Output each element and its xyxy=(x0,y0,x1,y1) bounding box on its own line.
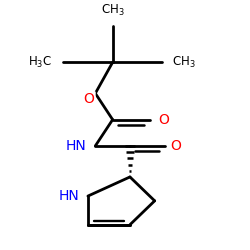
Text: O: O xyxy=(158,113,169,127)
Text: O: O xyxy=(171,139,181,153)
Text: CH$_3$: CH$_3$ xyxy=(101,3,124,18)
Text: HN: HN xyxy=(66,139,87,153)
Text: HN: HN xyxy=(58,189,79,203)
Text: H$_3$C: H$_3$C xyxy=(28,55,52,70)
Text: CH$_3$: CH$_3$ xyxy=(172,55,196,70)
Text: O: O xyxy=(84,92,94,106)
